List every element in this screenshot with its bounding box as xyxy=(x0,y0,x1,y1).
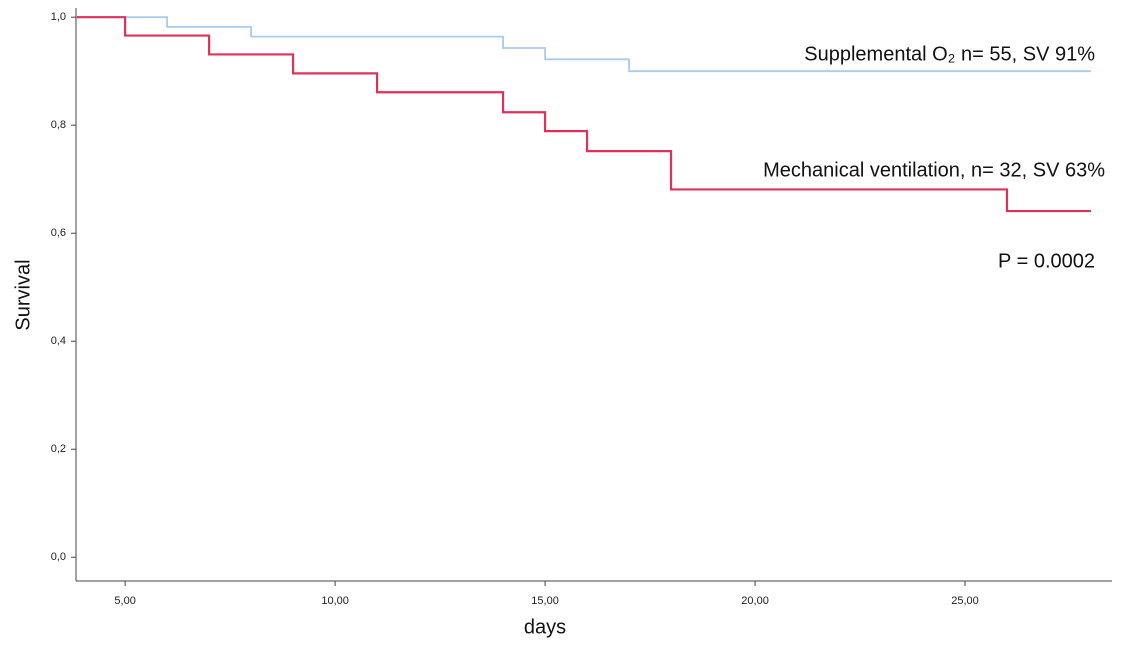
survival-curve xyxy=(76,16,1091,213)
x-tick-label: 5,00 xyxy=(114,595,135,607)
series-label: Supplemental O₂ n= 55, SV 91% xyxy=(804,43,1095,65)
x-axis-label: days xyxy=(524,616,566,638)
y-tick-label: 0,2 xyxy=(51,443,66,455)
p-value: P = 0.0002 xyxy=(998,250,1095,272)
x-tick-label: 10,00 xyxy=(321,595,349,607)
y-tick-label: 0,8 xyxy=(51,119,66,131)
x-tick-label: 15,00 xyxy=(531,595,559,607)
survival-curve xyxy=(76,16,1091,73)
y-tick-label: 0,0 xyxy=(51,551,66,563)
x-tick-label: 20,00 xyxy=(741,595,769,607)
x-tick-label: 25,00 xyxy=(951,595,979,607)
series-label: Mechanical ventilation, n= 32, SV 63% xyxy=(763,159,1105,181)
y-tick-label: 1,0 xyxy=(51,11,66,23)
y-tick-label: 0,4 xyxy=(51,335,66,347)
y-tick-label: 0,6 xyxy=(51,227,66,239)
y-axis-label: Survival xyxy=(12,259,34,330)
